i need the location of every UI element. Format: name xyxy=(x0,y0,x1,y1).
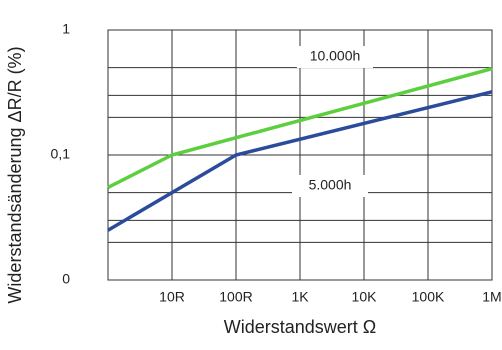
y-tick-label: 1 xyxy=(62,21,70,37)
x-tick-label: 100K xyxy=(412,289,445,305)
x-tick-label: 10R xyxy=(159,289,185,305)
x-tick-label: 10K xyxy=(352,289,378,305)
series-line xyxy=(107,67,493,190)
y-axis-label: Widerstandsänderung ΔR/R (%) xyxy=(5,46,25,303)
x-tick-label: 100R xyxy=(219,289,252,305)
y-tick-label: 0 xyxy=(62,271,70,287)
x-tick-label: 1K xyxy=(291,289,309,305)
series-line xyxy=(107,90,493,232)
series-label: 10.000h xyxy=(310,48,361,64)
series-label-bg xyxy=(292,175,368,197)
y-tick-label: 0,1 xyxy=(51,146,71,162)
x-axis-label: Widerstandswert Ω xyxy=(224,317,377,337)
series-label-bg xyxy=(297,46,373,68)
x-tick-label: 1M xyxy=(482,289,501,305)
series-label: 5.000h xyxy=(309,177,352,193)
